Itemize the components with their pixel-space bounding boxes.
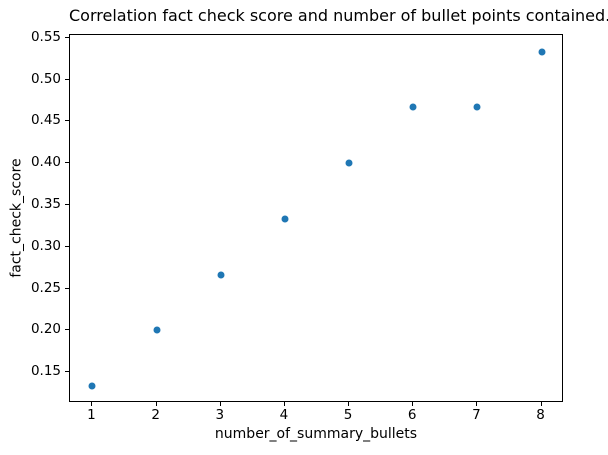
data-point bbox=[88, 382, 96, 390]
chart-title: Correlation fact check score and number … bbox=[69, 6, 608, 25]
x-tick-label: 8 bbox=[536, 407, 545, 423]
x-tick-label: 6 bbox=[407, 407, 417, 423]
y-tick-mark bbox=[65, 162, 69, 164]
x-tick-label: 7 bbox=[472, 407, 481, 423]
y-tick-label: 0.30 bbox=[30, 237, 61, 254]
x-tick-mark bbox=[348, 402, 350, 406]
y-axis-label: fact_check_score bbox=[8, 158, 25, 278]
data-point bbox=[153, 326, 161, 334]
y-tick-label: 0.40 bbox=[30, 154, 61, 171]
y-tick-label: 0.15 bbox=[30, 363, 61, 380]
x-tick-label: 5 bbox=[343, 407, 353, 423]
y-tick-label: 0.25 bbox=[30, 279, 61, 296]
data-point bbox=[473, 103, 481, 111]
data-point bbox=[217, 271, 225, 279]
x-tick-mark bbox=[540, 402, 542, 406]
x-tick-mark bbox=[476, 402, 478, 406]
y-tick-mark bbox=[65, 287, 69, 289]
x-tick-label: 3 bbox=[215, 407, 225, 423]
x-tick-label: 4 bbox=[279, 407, 289, 423]
y-tick-label: 0.45 bbox=[30, 112, 61, 129]
x-axis-label: number_of_summary_bullets bbox=[214, 426, 418, 442]
x-tick-label: 1 bbox=[87, 407, 96, 423]
data-point bbox=[345, 159, 353, 167]
x-tick-mark bbox=[155, 402, 157, 406]
y-tick-mark bbox=[65, 120, 69, 122]
y-tick-mark bbox=[65, 329, 69, 331]
y-tick-mark bbox=[65, 371, 69, 373]
y-tick-label: 0.20 bbox=[30, 321, 61, 338]
data-point bbox=[409, 103, 417, 111]
x-tick-mark bbox=[283, 402, 285, 406]
x-tick-mark bbox=[219, 402, 221, 406]
x-tick-label: 2 bbox=[151, 407, 160, 423]
y-tick-label: 0.55 bbox=[30, 28, 61, 45]
y-tick-mark bbox=[65, 36, 69, 38]
x-tick-mark bbox=[91, 402, 93, 406]
y-tick-mark bbox=[65, 204, 69, 206]
x-tick-mark bbox=[412, 402, 414, 406]
y-tick-mark bbox=[65, 245, 69, 247]
plot-area bbox=[69, 34, 563, 402]
data-point bbox=[281, 215, 289, 223]
y-tick-label: 0.35 bbox=[30, 196, 61, 213]
data-point bbox=[538, 48, 546, 56]
y-tick-mark bbox=[65, 78, 69, 80]
y-tick-label: 0.50 bbox=[30, 70, 61, 87]
